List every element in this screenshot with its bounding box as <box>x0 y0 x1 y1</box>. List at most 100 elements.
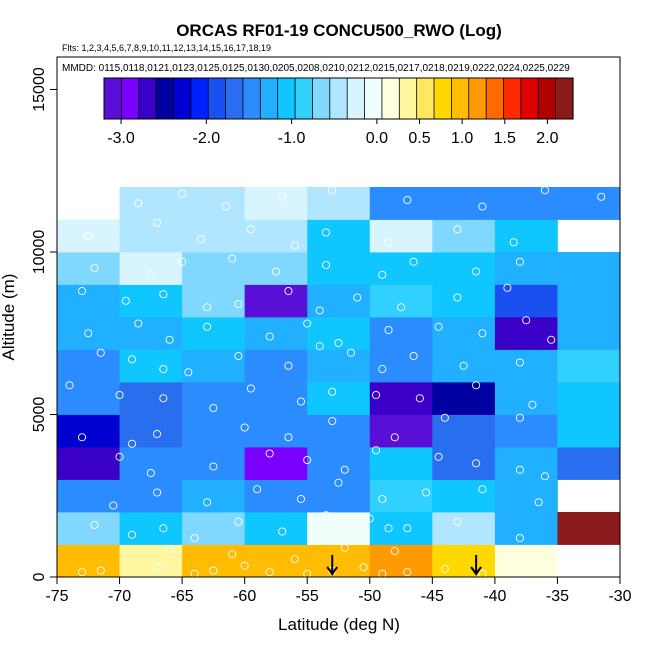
sample-point <box>522 316 531 325</box>
sample-point <box>165 545 174 554</box>
heatmap-cell <box>57 382 120 415</box>
sample-point <box>184 368 193 377</box>
colorbar-swatch <box>329 78 348 119</box>
heatmap-cell <box>57 479 120 513</box>
sample-point <box>528 400 537 409</box>
heatmap-cell <box>307 414 371 448</box>
heatmap-cell <box>494 382 558 415</box>
sample-point <box>265 449 274 458</box>
heatmap-cell <box>307 219 371 253</box>
sample-point <box>503 283 512 292</box>
heatmap-cell <box>494 544 558 578</box>
plot-frame <box>56 56 621 578</box>
sample-point <box>478 202 487 211</box>
sample-point <box>390 433 399 442</box>
heatmap-cell <box>432 512 496 545</box>
heatmap-cell <box>182 544 246 578</box>
heatmap-cell <box>244 252 308 285</box>
heatmap-cell <box>182 252 246 285</box>
colorbar-swatch <box>242 78 261 119</box>
sample-point <box>240 423 249 432</box>
sample-point <box>196 234 205 244</box>
sample-point <box>540 472 549 481</box>
colorbar-swatch <box>520 78 539 119</box>
heatmap-cell <box>369 512 433 545</box>
heatmap-cell <box>244 512 308 545</box>
sample-point <box>146 468 155 478</box>
colorbar-tick-label: 0.0 <box>366 130 388 147</box>
heatmap-cell <box>307 512 371 545</box>
heatmap-cell <box>369 219 433 253</box>
colorbar-tick-label: 1.0 <box>451 130 473 147</box>
sample-point <box>384 325 393 335</box>
sample-point <box>221 202 230 211</box>
heatmap-cell <box>369 187 433 220</box>
sample-point <box>365 514 374 523</box>
heatmap-cell <box>432 187 496 220</box>
heatmap-cell <box>57 252 120 285</box>
sample-point <box>284 433 293 442</box>
colorbar-tick-label: 2.0 <box>536 130 558 147</box>
colorbar: -3.0 -2.0 -1.0 0.0 0.5 1.0 1.5 2.0 <box>103 77 574 147</box>
colorbar-tick-label: -3.0 <box>107 130 135 147</box>
heatmap-cell <box>307 252 371 285</box>
heatmap-cell <box>494 479 558 513</box>
sample-point <box>134 319 143 328</box>
sample-point <box>540 186 549 195</box>
sample-point <box>509 238 518 247</box>
sample-point <box>203 498 212 507</box>
down-arrow-head <box>326 566 339 576</box>
heatmap-cell <box>494 187 558 220</box>
sample-point <box>315 342 324 351</box>
sample-point <box>440 564 449 573</box>
sample-point <box>515 413 524 422</box>
colorbar-tick-label: 0.5 <box>408 130 430 147</box>
x-axis-label: Latitude (deg N) <box>278 615 400 634</box>
sample-point <box>290 241 299 250</box>
colorbar-swatch <box>434 78 453 119</box>
heatmap-cell <box>432 349 496 383</box>
sample-point <box>153 218 162 227</box>
sample-point <box>128 530 137 539</box>
heatmap-cell <box>244 382 308 415</box>
sample-point <box>121 296 130 305</box>
sample-point <box>128 439 137 448</box>
heatmap-cell <box>119 479 183 513</box>
sample-point <box>209 403 218 413</box>
heatmap-cell <box>369 284 433 318</box>
sample-point <box>384 524 393 533</box>
heatmap-cell <box>432 447 496 480</box>
y-axis: 0 5000 10000 15000 <box>31 67 57 581</box>
colorbar-swatch <box>399 78 418 119</box>
x-tick-label: -50 <box>358 588 381 605</box>
sample-point <box>415 394 424 403</box>
x-tick-label: -45 <box>421 588 444 605</box>
sample-point <box>472 267 481 276</box>
heatmap-cell <box>369 414 433 448</box>
colorbar-swatch <box>295 78 314 119</box>
heatmap-cell <box>494 252 558 285</box>
sample-point <box>515 465 524 474</box>
heatmap-cell <box>244 447 308 480</box>
heatmap-cell <box>57 219 120 253</box>
x-tick-label: -35 <box>546 588 569 605</box>
sample-point <box>453 293 462 302</box>
heatmap-cell <box>57 512 120 545</box>
colorbar-swatch <box>173 78 192 119</box>
colorbar-swatch <box>538 78 557 119</box>
heatmap-cell <box>244 317 308 350</box>
heatmap-cell <box>244 544 308 578</box>
sample-point <box>278 192 287 201</box>
sample-point <box>371 390 381 400</box>
heatmap-cell <box>494 219 558 253</box>
y-tick-label: 0 <box>31 572 48 581</box>
sample-point <box>290 555 299 564</box>
heatmap-cell <box>57 349 120 383</box>
colorbar-swatch <box>503 78 522 119</box>
sample-point <box>303 455 312 465</box>
colorbar-swatch <box>225 78 244 119</box>
sample-point <box>90 520 99 530</box>
sample-point <box>159 394 168 403</box>
sample-point <box>253 485 262 494</box>
